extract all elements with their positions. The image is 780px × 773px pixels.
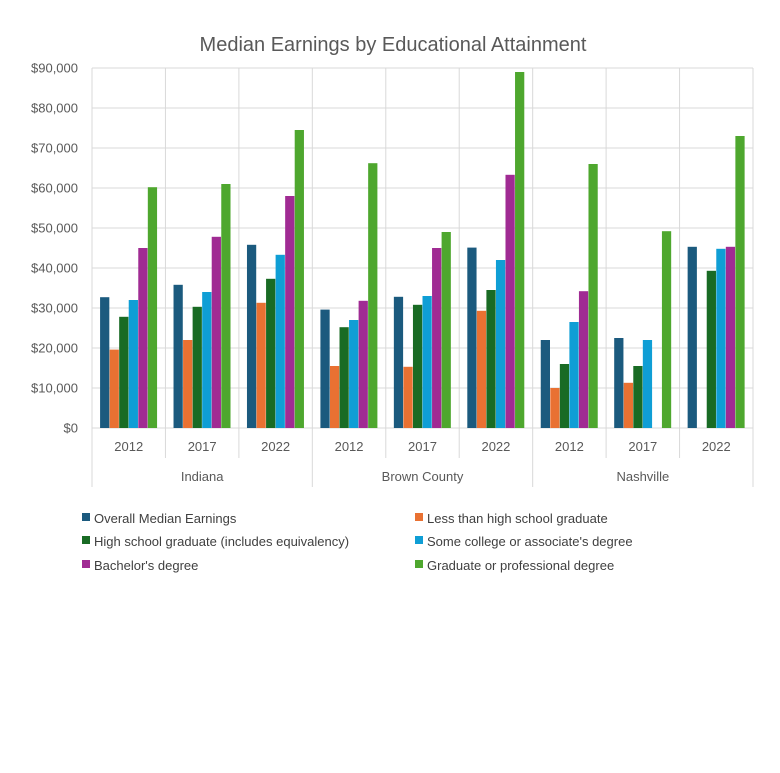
bar bbox=[320, 309, 330, 428]
legend: Overall Median Earnings Less than high sc… bbox=[82, 511, 633, 573]
bar bbox=[368, 163, 378, 428]
bar bbox=[735, 136, 745, 428]
bar bbox=[403, 366, 413, 428]
bar bbox=[393, 296, 404, 428]
bar bbox=[515, 72, 525, 428]
bar bbox=[642, 340, 653, 428]
y-tick-label: $0 bbox=[64, 421, 78, 436]
bar bbox=[505, 174, 515, 428]
y-tick-label: $10,000 bbox=[31, 381, 78, 396]
legend-item: High school graduate (includes equivalen… bbox=[82, 534, 349, 549]
bar bbox=[486, 290, 496, 428]
bar bbox=[192, 306, 202, 428]
bar bbox=[349, 320, 359, 428]
bar bbox=[119, 316, 129, 428]
legend-swatch bbox=[415, 560, 423, 568]
legend-swatch bbox=[415, 536, 423, 544]
bar bbox=[147, 187, 158, 428]
legend-item: Less than high school graduate bbox=[415, 511, 608, 526]
bar bbox=[432, 248, 442, 428]
bar bbox=[495, 260, 506, 428]
y-tick-label: $40,000 bbox=[31, 261, 78, 276]
y-tick-label: $70,000 bbox=[31, 141, 78, 156]
bar bbox=[202, 292, 212, 428]
group-label: Indiana bbox=[181, 469, 224, 484]
bar bbox=[467, 247, 477, 428]
bar bbox=[100, 297, 110, 428]
legend-label: Graduate or professional degree bbox=[427, 558, 614, 573]
bar bbox=[569, 322, 579, 428]
bar bbox=[256, 302, 266, 428]
y-tick-label: $80,000 bbox=[31, 101, 78, 116]
bar bbox=[633, 366, 643, 428]
bar bbox=[422, 296, 432, 428]
legend-item: Overall Median Earnings bbox=[82, 511, 237, 526]
bar bbox=[578, 291, 589, 428]
bar bbox=[285, 196, 295, 428]
y-tick-label: $20,000 bbox=[31, 341, 78, 356]
x-tick-label: 2022 bbox=[261, 439, 290, 454]
legend-label: High school graduate (includes equivalen… bbox=[94, 534, 349, 549]
legend-label: Bachelor's degree bbox=[94, 558, 198, 573]
bar bbox=[687, 246, 697, 428]
x-axis: 2012 2017 2022 2012 2017 2022 2012 2017 2022 Indi… bbox=[114, 439, 730, 484]
bar bbox=[559, 364, 570, 428]
x-tick-label: 2022 bbox=[481, 439, 510, 454]
y-tick-label: $60,000 bbox=[31, 181, 78, 196]
chart-title: Median Earnings by Educational Attainmen… bbox=[200, 34, 587, 56]
bar bbox=[246, 244, 257, 428]
x-tick-label: 2022 bbox=[702, 439, 731, 454]
bar bbox=[706, 270, 716, 428]
legend-label: Some college or associate's degree bbox=[427, 534, 633, 549]
legend-swatch bbox=[82, 560, 90, 568]
bar bbox=[540, 340, 550, 428]
x-tick-label: 2017 bbox=[188, 439, 217, 454]
x-tick-label: 2017 bbox=[408, 439, 437, 454]
x-tick-label: 2012 bbox=[335, 439, 364, 454]
bar bbox=[550, 388, 560, 428]
bar bbox=[294, 130, 304, 428]
y-axis: $0 $10,000 $20,000 $30,000 $40,000 $50,000 $60… bbox=[31, 61, 78, 436]
x-tick-label: 2017 bbox=[628, 439, 657, 454]
bar bbox=[329, 366, 340, 428]
y-tick-label: $90,000 bbox=[31, 61, 78, 76]
bar bbox=[138, 248, 148, 428]
legend-swatch bbox=[415, 513, 423, 521]
bar bbox=[623, 382, 633, 428]
bar bbox=[716, 248, 726, 428]
bar bbox=[441, 232, 451, 428]
legend-item: Bachelor's degree bbox=[82, 558, 198, 573]
bar bbox=[275, 254, 285, 428]
bar bbox=[588, 164, 598, 428]
legend-swatch bbox=[82, 513, 90, 521]
bar bbox=[221, 184, 231, 428]
bar bbox=[109, 349, 119, 428]
legend-label: Less than high school graduate bbox=[427, 511, 608, 526]
bar bbox=[476, 310, 487, 428]
bar bbox=[725, 246, 736, 428]
x-tick-label: 2012 bbox=[114, 439, 143, 454]
bar bbox=[183, 340, 193, 428]
bar bbox=[661, 231, 672, 428]
group-label: Brown County bbox=[382, 469, 464, 484]
bar bbox=[266, 278, 276, 428]
legend-swatch bbox=[82, 536, 90, 544]
bar bbox=[614, 338, 624, 428]
x-tick-label: 2012 bbox=[555, 439, 584, 454]
legend-item: Some college or associate's degree bbox=[415, 534, 633, 549]
legend-item: Graduate or professional degree bbox=[415, 558, 614, 573]
bar bbox=[128, 300, 138, 428]
bar bbox=[339, 327, 349, 428]
group-label: Nashville bbox=[616, 469, 669, 484]
bar bbox=[211, 236, 221, 428]
bar bbox=[358, 300, 368, 428]
legend-label: Overall Median Earnings bbox=[94, 511, 237, 526]
bar bbox=[412, 304, 423, 428]
y-tick-label: $50,000 bbox=[31, 221, 78, 236]
bars bbox=[100, 72, 745, 428]
bar bbox=[173, 284, 183, 428]
y-tick-label: $30,000 bbox=[31, 301, 78, 316]
